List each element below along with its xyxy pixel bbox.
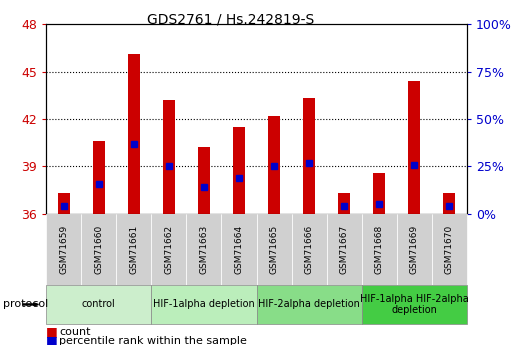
Text: protocol: protocol <box>3 299 48 309</box>
Bar <box>443 193 456 214</box>
Text: GSM71663: GSM71663 <box>200 225 208 274</box>
Bar <box>93 141 105 214</box>
Bar <box>373 173 385 214</box>
Text: count: count <box>59 327 90 337</box>
Text: ■: ■ <box>46 325 58 338</box>
Text: GSM71666: GSM71666 <box>305 225 313 274</box>
Bar <box>303 98 315 214</box>
Text: GSM71659: GSM71659 <box>59 225 68 274</box>
Bar <box>408 81 420 214</box>
Text: ■: ■ <box>46 334 58 345</box>
Text: GSM71660: GSM71660 <box>94 225 103 274</box>
Text: HIF-2alpha depletion: HIF-2alpha depletion <box>258 299 360 309</box>
Bar <box>163 100 175 214</box>
Text: HIF-1alpha HIF-2alpha
depletion: HIF-1alpha HIF-2alpha depletion <box>360 294 468 315</box>
Text: GSM71664: GSM71664 <box>234 225 244 274</box>
Text: GSM71661: GSM71661 <box>129 225 139 274</box>
Text: GSM71670: GSM71670 <box>445 225 454 274</box>
Bar <box>128 54 140 214</box>
Bar <box>233 127 245 214</box>
Text: HIF-1alpha depletion: HIF-1alpha depletion <box>153 299 255 309</box>
Bar <box>268 116 280 214</box>
Text: GSM71665: GSM71665 <box>269 225 279 274</box>
Text: GSM71667: GSM71667 <box>340 225 349 274</box>
Text: GSM71662: GSM71662 <box>164 225 173 274</box>
Text: GSM71668: GSM71668 <box>374 225 384 274</box>
Bar <box>57 193 70 214</box>
Bar <box>198 147 210 214</box>
Text: GSM71669: GSM71669 <box>410 225 419 274</box>
Bar <box>338 193 350 214</box>
Text: GDS2761 / Hs.242819-S: GDS2761 / Hs.242819-S <box>147 12 314 26</box>
Text: percentile rank within the sample: percentile rank within the sample <box>59 336 247 345</box>
Text: control: control <box>82 299 115 309</box>
